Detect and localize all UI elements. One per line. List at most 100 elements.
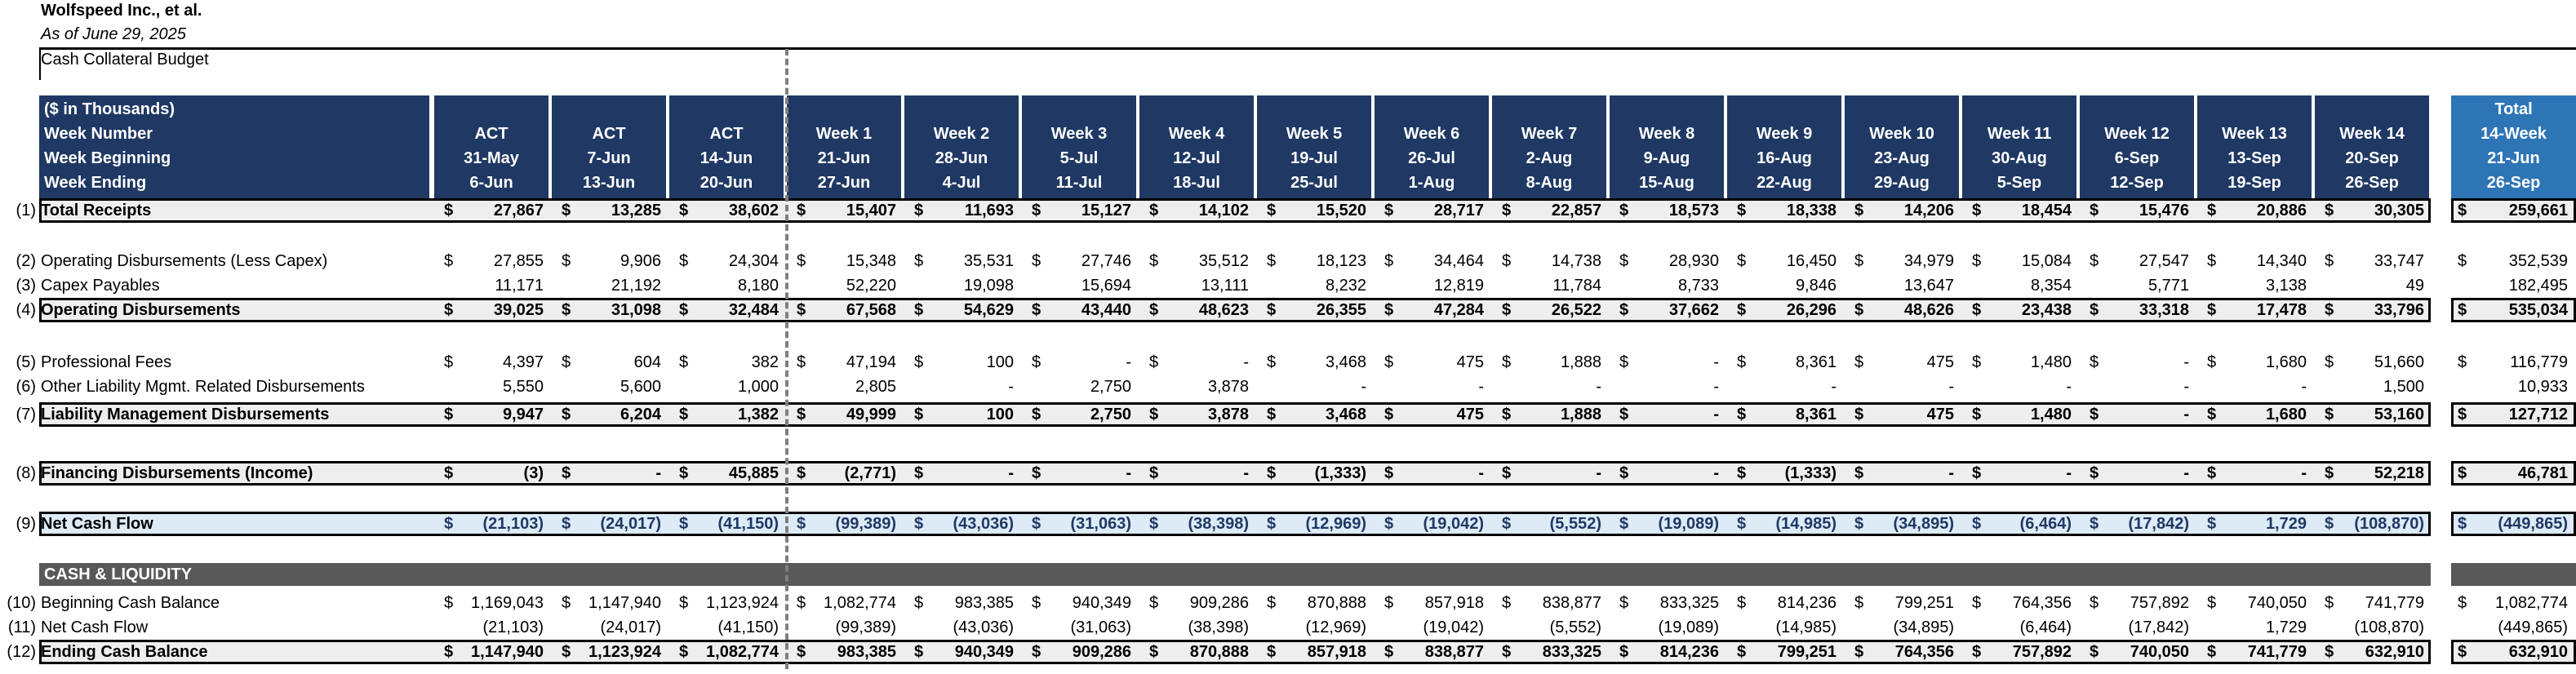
table-cell: 11,693 [964, 202, 1014, 219]
header-column-line: 8-Aug [1526, 174, 1573, 192]
table-cell: 39,025 [493, 301, 544, 319]
table-cell: 1,500 [2383, 378, 2424, 396]
table-cell: 1,147,940 [588, 594, 661, 612]
currency-symbol: $ [797, 353, 806, 371]
table-cell: 32,484 [728, 301, 779, 319]
currency-symbol: $ [1854, 515, 1864, 533]
header-column-line: 21-Jun [817, 149, 871, 167]
currency-symbol: $ [797, 643, 806, 661]
table-row: (3) Capex Payables 11,171 21,192 8,180 52,220… [0, 273, 2576, 298]
header-column-line: 31-May [464, 149, 519, 167]
row-label: Liability Management Disbursements [41, 406, 330, 423]
header-total-column: Total 14-Week 21-Jun 26-Sep [2451, 95, 2576, 198]
table-cell: 15,084 [2021, 252, 2072, 270]
currency-symbol: $ [444, 301, 454, 319]
table-cell: 18,123 [1316, 252, 1366, 270]
header-column-5: Week 2 28-Jun 4-Jul [904, 95, 1019, 198]
table-cell: - [2301, 378, 2307, 396]
currency-symbol: $ [914, 301, 924, 319]
currency-symbol: $ [797, 464, 806, 482]
header-column-line: 19-Sep [2227, 174, 2281, 192]
table-cell: - [1243, 464, 1249, 482]
total-cell: 535,034 [2508, 301, 2568, 319]
currency-symbol: $ [914, 515, 924, 533]
currency-symbol: $ [2090, 515, 2099, 533]
table-cell: 15,348 [846, 252, 896, 270]
table-cell: 33,796 [2374, 301, 2424, 319]
table-cell: 9,846 [1795, 277, 1837, 295]
currency-symbol: $ [1267, 353, 1277, 371]
currency-symbol: $ [1502, 353, 1512, 371]
currency-symbol: $ [1149, 252, 1159, 270]
currency-symbol: $ [797, 406, 806, 423]
table-cell: (99,389) [835, 619, 897, 636]
total-cell: 46,781 [2517, 464, 2568, 482]
table-cell: 15,127 [1081, 202, 1131, 219]
cash-liquidity-header: CASH & LIQUIDITY [39, 563, 2431, 586]
table-cell: - [1713, 353, 1719, 371]
currency-symbol: $ [562, 353, 571, 371]
currency-symbol: $ [2207, 301, 2217, 319]
table-cell: 54,629 [963, 301, 1014, 319]
currency-symbol: $ [679, 301, 689, 319]
table-cell: 18,338 [1786, 202, 1837, 219]
cash-liquidity-header-total [2451, 563, 2576, 586]
currency-symbol: $ [1502, 252, 1512, 270]
header-column-line: 18-Jul [1173, 174, 1220, 192]
table-cell: 15,694 [1081, 277, 1131, 295]
row-band-total [2451, 198, 2576, 223]
currency-symbol: $ [2458, 464, 2467, 482]
table-cell: 475 [1926, 353, 1954, 371]
table-cell: 1,147,940 [471, 643, 544, 661]
header-column-line: 19-Jul [1290, 149, 1338, 167]
currency-symbol: $ [1737, 643, 1747, 661]
table-cell: (21,103) [482, 619, 544, 636]
table-cell: 1,382 [737, 406, 779, 423]
currency-symbol: $ [2207, 643, 2217, 661]
currency-symbol: $ [1737, 252, 1747, 270]
header-column-line: Week 7 [1521, 125, 1578, 143]
header-column-12: Week 9 16-Aug 22-Aug [1727, 95, 1841, 198]
table-cell: (17,842) [2128, 619, 2190, 636]
table-cell: 13,647 [1903, 277, 1954, 295]
table-cell: 34,464 [1433, 252, 1484, 270]
currency-symbol: $ [2458, 252, 2467, 270]
row-label: Total Receipts [41, 202, 152, 219]
currency-symbol: $ [1032, 594, 1042, 612]
currency-symbol: $ [2325, 594, 2334, 612]
table-cell: 1,888 [1560, 406, 1601, 423]
currency-symbol: $ [444, 406, 454, 423]
table-row: (2) Operating Disbursements (Less Capex) $… [0, 249, 2576, 273]
currency-symbol: $ [914, 202, 924, 219]
currency-symbol: $ [2207, 594, 2217, 612]
table-cell: - [2183, 378, 2189, 396]
header-column-line: 9-Aug [1643, 149, 1690, 167]
table-cell: 382 [751, 353, 779, 371]
table-cell: 6,204 [620, 406, 661, 423]
currency-symbol: $ [2090, 406, 2099, 423]
table-cell: 8,361 [1795, 353, 1837, 371]
currency-symbol: $ [444, 252, 454, 270]
table-cell: 8,354 [2030, 277, 2072, 295]
row-label: Net Cash Flow [41, 619, 149, 636]
total-cell: 352,539 [2508, 252, 2568, 270]
currency-symbol: $ [1972, 202, 1982, 219]
row-band-total [2451, 402, 2576, 427]
currency-symbol: $ [1854, 643, 1864, 661]
table-cell: 1,680 [2265, 406, 2307, 423]
table-cell: (14,985) [1775, 515, 1837, 533]
header-column-line: Week 3 [1050, 125, 1108, 143]
currency-symbol: $ [1972, 406, 1982, 423]
table-cell: (21,103) [482, 515, 544, 533]
row-index: (2) [16, 252, 36, 270]
currency-symbol: $ [1384, 515, 1394, 533]
header-column-14: Week 11 30-Aug 5-Sep [1962, 95, 2076, 198]
header-column-7: Week 4 12-Jul 18-Jul [1139, 95, 1254, 198]
table-cell: 1,888 [1560, 353, 1601, 371]
table-cell: 49 [2405, 277, 2424, 295]
table-cell: 11,171 [495, 277, 544, 295]
table-cell: 940,349 [1072, 594, 1131, 612]
table-cell: (108,870) [2354, 619, 2424, 636]
currency-symbol: $ [2207, 353, 2217, 371]
currency-symbol: $ [1737, 202, 1747, 219]
